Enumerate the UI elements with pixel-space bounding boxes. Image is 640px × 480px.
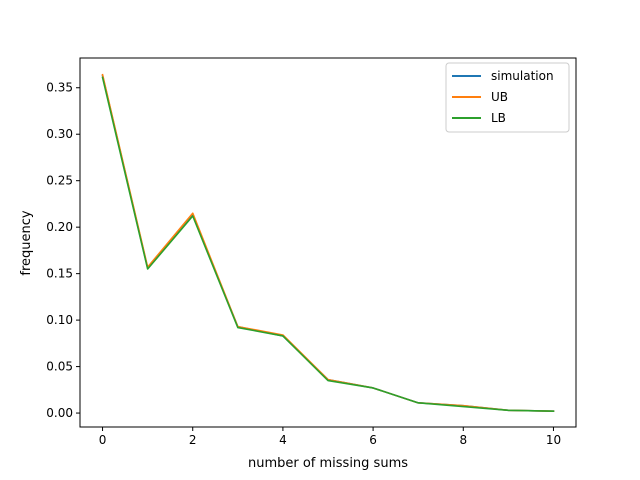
- plot-frame: [79, 57, 577, 428]
- legend-entries: simulation UB LB: [452, 69, 554, 125]
- x-axis: 0 2 4 6 8 10: [99, 427, 561, 447]
- y-axis-label: frequency: [19, 210, 34, 276]
- x-tick-label: 6: [369, 433, 377, 447]
- y-tick-label: 0.20: [46, 220, 73, 234]
- y-tick-label: 0.10: [46, 313, 73, 327]
- x-tick-label: 8: [459, 433, 467, 447]
- x-tick-label: 4: [279, 433, 287, 447]
- y-tick-label: 0.35: [46, 81, 73, 95]
- legend: simulation UB LB: [445, 62, 570, 133]
- legend-label: simulation: [491, 69, 554, 83]
- x-tick-label: 2: [189, 433, 197, 447]
- x-axis-label: number of missing sums: [248, 456, 408, 471]
- y-tick-label: 0.25: [46, 174, 73, 188]
- series-layer: [101, 73, 555, 413]
- y-tick-label: 0.00: [46, 406, 73, 420]
- y-tick-label: 0.05: [46, 360, 73, 374]
- y-axis: 0.00 0.05 0.10 0.15 0.20 0.25 0.30 0.35: [46, 81, 80, 420]
- legend-box: [445, 62, 570, 133]
- series-line-lb: [101, 76, 555, 413]
- x-tick-label: 10: [546, 433, 561, 447]
- legend-label: LB: [491, 111, 506, 125]
- y-tick-label: 0.30: [46, 127, 73, 141]
- y-tick-label: 0.15: [46, 267, 73, 281]
- x-tick-label: 0: [99, 433, 107, 447]
- legend-label: UB: [491, 90, 508, 104]
